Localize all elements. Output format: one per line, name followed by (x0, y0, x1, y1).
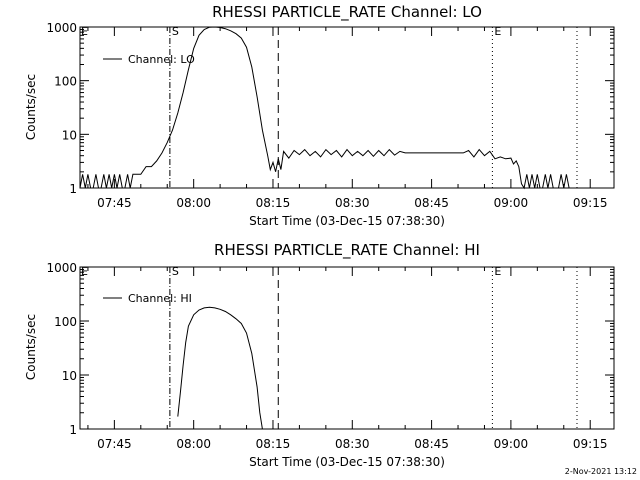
edge-marker-label: E (81, 265, 88, 278)
x-axis-label: Start Time (03-Dec-15 07:38:30) (249, 455, 445, 469)
chart-title: RHESSI PARTICLE_RATE Channel: HI (214, 241, 480, 260)
x-tick-label: 07:45 (97, 196, 132, 210)
event-marker-label: S (172, 25, 179, 38)
x-tick-label: 08:00 (176, 437, 211, 451)
chart-title: RHESSI PARTICLE_RATE Channel: LO (212, 3, 482, 22)
plot-frame (79, 266, 615, 430)
x-tick-label: 08:30 (335, 196, 370, 210)
y-tick-label: 1000 (46, 261, 77, 275)
y-tick-label: 1000 (46, 21, 77, 35)
y-axis-label: Counts/sec (24, 74, 38, 140)
y-tick-label: 1 (69, 182, 77, 196)
event-marker-label: E (494, 265, 501, 278)
x-tick-label: 08:15 (256, 196, 291, 210)
legend-label: Channel: LO (128, 53, 195, 66)
event-marker-label: E (494, 25, 501, 38)
x-tick-label: 08:45 (414, 196, 449, 210)
event-marker-label: S (172, 265, 179, 278)
x-axis-label: Start Time (03-Dec-15 07:38:30) (249, 214, 445, 228)
timestamp-label: 2-Nov-2021 13:12 (565, 467, 637, 476)
chart-panel-lo: RHESSI PARTICLE_RATE Channel: LO Start T… (24, 3, 615, 228)
x-tick-label: 08:45 (414, 437, 449, 451)
x-tick-label: 09:00 (494, 437, 529, 451)
x-tick-label: 09:00 (494, 196, 529, 210)
y-tick-label: 10 (62, 369, 77, 383)
chart-panel-hi: RHESSI PARTICLE_RATE Channel: HI Start T… (24, 241, 615, 469)
y-axis-label: Counts/sec (24, 314, 38, 380)
edge-marker-label: E (81, 25, 88, 38)
y-tick-label: 100 (54, 75, 77, 89)
plot-frame (79, 26, 615, 189)
series-line (79, 26, 591, 190)
series-line (177, 306, 263, 430)
x-tick-label: 08:15 (256, 437, 291, 451)
x-tick-label: 08:30 (335, 437, 370, 451)
x-tick-label: 09:15 (573, 437, 608, 451)
x-tick-label: 07:45 (97, 437, 132, 451)
legend-label: Channel: HI (128, 292, 192, 305)
x-tick-label: 09:15 (573, 196, 608, 210)
y-tick-label: 10 (62, 128, 77, 142)
y-tick-label: 1 (69, 423, 77, 437)
y-tick-label: 100 (54, 315, 77, 329)
x-tick-label: 08:00 (176, 196, 211, 210)
